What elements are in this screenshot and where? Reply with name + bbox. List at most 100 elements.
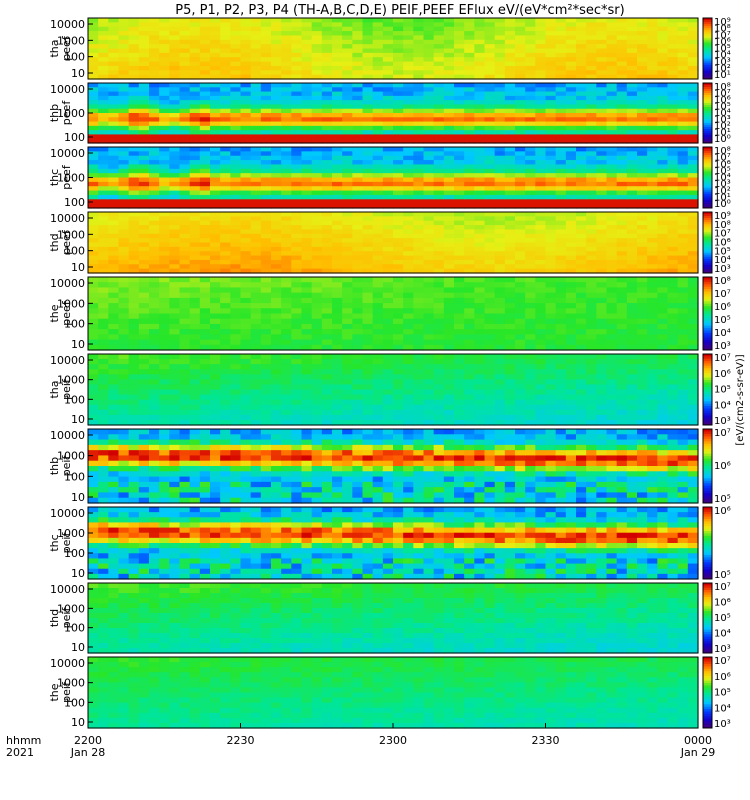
heatmap-cell [525,117,536,123]
heatmap-cell [494,242,506,248]
heatmap-cell [596,70,608,76]
heatmap-cell [138,57,150,63]
heatmap-cell [301,364,313,370]
heatmap-cell [250,91,262,97]
heatmap-cell [362,91,374,97]
heatmap-cell [403,323,414,330]
heatmap-cell [189,113,201,118]
heatmap-cell [271,186,282,192]
heatmap-cell [311,100,323,106]
heatmap-cell [138,91,150,97]
panel-probe-label: thd [48,233,61,251]
heatmap-cell [616,186,628,192]
heatmap-cell [545,323,557,330]
heatmap-cell [250,22,262,28]
heatmap-cell [250,212,262,217]
heatmap-cell [647,268,658,274]
heatmap-cell [199,225,211,231]
heatmap-cell [128,264,140,270]
heatmap-cell [393,282,404,289]
heatmap-cell [657,117,669,123]
heatmap-cell [291,220,303,226]
heatmap-cell [179,308,191,315]
heatmap-cell [352,18,364,23]
heatmap-cell [647,130,658,136]
heatmap-cell [311,35,323,41]
heatmap-cell [555,155,567,161]
heatmap-cell [677,52,689,58]
heatmap-cell [210,212,221,217]
heatmap-cell [555,216,567,222]
heatmap-cell [393,364,404,370]
heatmap-cell [433,125,445,131]
heatmap-cell [484,173,496,179]
heatmap-cell [88,225,99,231]
heatmap-cell [443,329,455,335]
heatmap-cell [515,160,526,166]
heatmap-cell [464,233,475,239]
heatmap-cell [88,52,99,58]
heatmap-cell [189,389,201,396]
heatmap-cell [484,277,496,283]
heatmap-cell [230,354,242,360]
heatmap-cell [525,91,536,97]
heatmap-cell [362,369,374,375]
heatmap-cell [403,104,414,110]
heatmap-cell [179,212,191,217]
heatmap-cell [586,83,597,88]
heatmap-cell [138,379,150,386]
heatmap-cell [250,277,262,283]
colorbar-segment [703,163,712,166]
colorbar-segment [703,167,712,170]
heatmap-cell [352,297,364,304]
heatmap-cell [504,87,516,93]
heatmap-cell [616,251,628,257]
colorbar-segment [703,91,712,94]
heatmap-cell [657,212,669,217]
heatmap-cell [647,225,658,231]
heatmap-cell [393,334,404,341]
heatmap-cell [413,303,425,309]
heatmap-cell [138,138,150,144]
heatmap-cell [118,134,130,140]
heatmap-cell [108,364,120,370]
colorbar-segment [703,149,712,152]
heatmap-cell [342,220,353,226]
heatmap-cell [128,334,140,341]
colorbar-segment [703,95,712,98]
heatmap-cell [606,212,618,217]
heatmap-cell [332,409,343,416]
heatmap-cell [88,95,99,101]
heatmap-cell [98,404,109,411]
heatmap-cell [189,242,201,248]
colorbar-tick-label: 10⁴ [714,108,731,119]
heatmap-cell [108,173,120,179]
heatmap-cell [311,264,323,270]
heatmap-cell [555,26,567,32]
heatmap-cell [88,404,99,411]
heatmap-cell [149,70,160,76]
heatmap-cell [210,83,221,88]
heatmap-cell [250,225,262,231]
heatmap-cell [159,83,170,88]
heatmap-cell [230,83,242,88]
heatmap-cell [179,323,191,330]
heatmap-cell [586,125,597,131]
heatmap-cell [230,18,242,23]
heatmap-cell [138,186,150,192]
heatmap-cell [301,125,313,131]
heatmap-cell [291,151,303,157]
heatmap-cell [454,173,465,179]
heatmap-cell [464,31,475,37]
heatmap-cell [687,151,699,157]
heatmap-cell [98,74,109,80]
heatmap-cell [260,121,272,127]
heatmap-cell [149,147,160,152]
heatmap-cell [545,113,557,118]
heatmap-cell [657,323,669,330]
heatmap-cell [362,173,374,179]
heatmap-cell [189,297,201,304]
heatmap-cell [464,138,475,144]
heatmap-cell [626,130,638,136]
heatmap-cell [189,339,201,346]
